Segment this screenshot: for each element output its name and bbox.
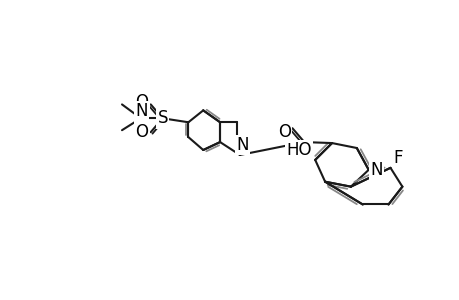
Text: N: N [135,102,148,120]
Text: F: F [393,149,402,167]
Text: O: O [135,123,148,141]
Text: O: O [277,123,291,141]
Text: N: N [236,136,249,154]
Text: HO: HO [286,141,311,159]
Text: O: O [135,93,148,111]
Text: S: S [157,109,168,127]
Text: N: N [369,161,382,179]
